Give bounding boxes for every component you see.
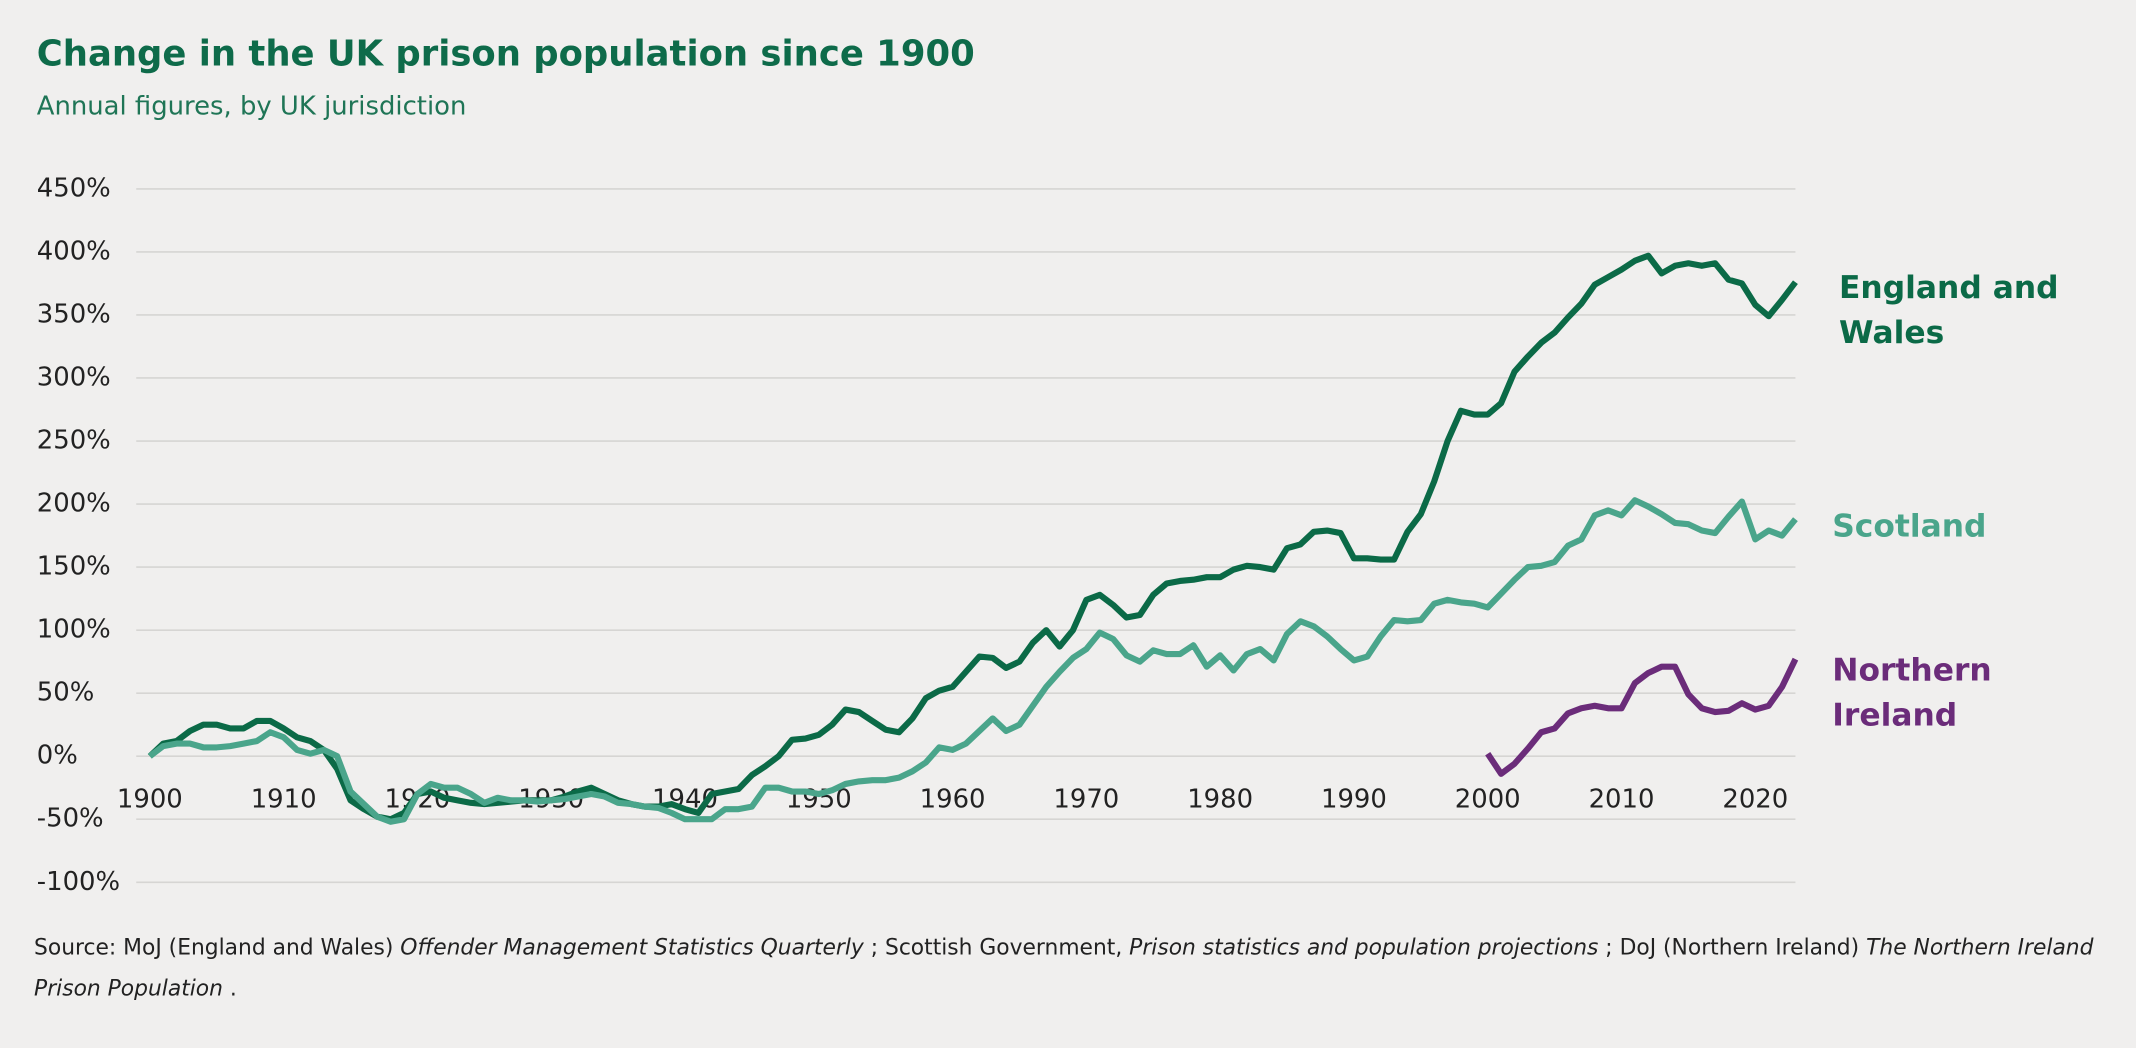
series-label: Scotland bbox=[1832, 509, 1987, 545]
y-tick-label: 300% bbox=[37, 362, 111, 392]
series-label: England and Wales bbox=[1839, 270, 2059, 351]
source-part: . bbox=[222, 974, 237, 1001]
source-part: ; DoJ (Northern Ireland) bbox=[1598, 934, 1867, 960]
y-tick-label: -100% bbox=[37, 867, 120, 897]
grid: -100% -50% 0% 50% 100% 150% 200% 250% 300% 350% 40… bbox=[37, 173, 1796, 897]
source-part: Source: MoJ (England and Wales) bbox=[34, 934, 401, 960]
y-tick-label: 350% bbox=[37, 299, 111, 329]
series-label-box: Scotland bbox=[1832, 509, 1987, 545]
x-tick-label: 2010 bbox=[1589, 784, 1655, 814]
source: Source: MoJ (England and Wales) Offender… bbox=[34, 927, 2105, 1009]
x-tick-label: 1970 bbox=[1053, 784, 1119, 814]
chart-subtitle: Annual figures, by UK jurisdiction bbox=[37, 92, 467, 122]
series-label-box: England and Wales bbox=[1839, 270, 2059, 351]
x-tick-label: 1900 bbox=[117, 784, 183, 814]
y-tick-label: 0% bbox=[37, 741, 78, 771]
y-tick-label: 400% bbox=[37, 236, 111, 266]
x-tick-label: 1980 bbox=[1187, 784, 1253, 814]
series-line bbox=[148, 497, 1798, 825]
source-part: Offender Management Statistics Quarterly bbox=[400, 934, 864, 960]
x-tick-label: 1960 bbox=[920, 784, 986, 814]
x-tick-label: 1990 bbox=[1321, 784, 1387, 814]
source-part: ; Scottish Government, bbox=[863, 934, 1130, 960]
y-tick-label: 50% bbox=[37, 678, 95, 708]
source-box: Source: MoJ (England and Wales) Offender… bbox=[34, 927, 2105, 1009]
series-label-box: Northern Ireland bbox=[1832, 653, 1992, 734]
y-tick-label: 100% bbox=[37, 615, 111, 645]
series-line bbox=[1485, 657, 1799, 777]
source-part: Prison statistics and population project… bbox=[1129, 934, 1599, 960]
y-tick-label: 250% bbox=[37, 426, 111, 456]
x-tick-label: 2000 bbox=[1455, 784, 1521, 814]
y-tick-label: 450% bbox=[37, 173, 111, 203]
source-part: The Northern Ireland Prison Population bbox=[34, 934, 2094, 1001]
chart-title: Change in the UK prison population since… bbox=[37, 33, 975, 74]
x-tick-label: 2020 bbox=[1722, 784, 1788, 814]
y-tick-label: 200% bbox=[37, 489, 111, 519]
x-tick-label: 1910 bbox=[251, 784, 317, 814]
y-tick-label: 150% bbox=[37, 552, 111, 582]
series-label: Northern Ireland bbox=[1832, 653, 1992, 734]
lines: England and Wales Scotland Northern Irelan… bbox=[147, 252, 2059, 825]
y-tick-label: -50% bbox=[37, 804, 104, 834]
